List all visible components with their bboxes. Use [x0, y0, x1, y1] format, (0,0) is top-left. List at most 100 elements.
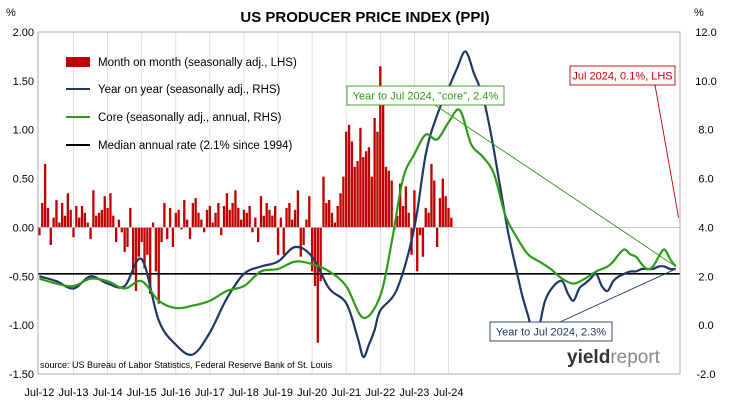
mom-bar [401, 205, 405, 228]
mom-bar [274, 205, 277, 228]
mom-bar [123, 227, 126, 252]
mom-bar [60, 203, 64, 228]
mom-bar [376, 131, 379, 228]
annotation-text: Jul 2024, 0.1%, LHS [572, 71, 672, 83]
mom-bar [322, 176, 325, 228]
annotation-box [489, 321, 613, 342]
right-tick-label: 10.0 [695, 76, 716, 88]
right-axis-ticks: 12.0 10.0 8.0 6.0 4.0 2.0 0.0 -2.0 [695, 27, 716, 381]
mom-bar [310, 227, 314, 272]
left-tick-label: 1.00 [13, 125, 34, 137]
mom-bar [43, 163, 47, 228]
mom-bar [188, 227, 192, 240]
mom-bar [416, 227, 419, 272]
mom-bar [163, 203, 166, 228]
mom-bar [265, 203, 268, 228]
mom-bar [97, 212, 101, 228]
x-tick-label: Jul-13 [59, 387, 89, 399]
mom-bar [384, 166, 388, 228]
mom-bar [441, 178, 444, 228]
mom-bar [336, 205, 339, 228]
right-tick-label: -2.0 [697, 369, 716, 381]
mom-bar [58, 222, 61, 228]
x-tick-label: Jul-14 [93, 387, 123, 399]
mom-bar [214, 212, 217, 228]
mom-bar [92, 190, 95, 228]
mom-bar [168, 207, 172, 228]
mom-bar [268, 209, 271, 228]
right-axis-unit: % [694, 7, 704, 19]
mom-bar [143, 227, 146, 269]
yieldreport-logo: yieldreport [567, 347, 661, 368]
mom-bar [126, 227, 129, 247]
mom-bar [418, 227, 422, 236]
mom-bar [120, 227, 123, 233]
mom-bar [205, 209, 209, 228]
mom-bar [157, 227, 160, 304]
left-tick-label: 2.00 [13, 27, 34, 39]
mom-bar [291, 219, 294, 228]
core-series-line [39, 108, 677, 319]
mom-bar [38, 227, 41, 236]
mom-bar [359, 127, 362, 228]
mom-bar [271, 215, 274, 228]
x-tick-label: Jul-20 [297, 387, 327, 399]
mom-bar [430, 163, 433, 228]
mom-bar [52, 217, 55, 228]
mom-bar [149, 227, 152, 294]
mom-bar [225, 193, 229, 228]
x-tick-label: Jul-19 [263, 387, 293, 399]
mom-bar [63, 215, 67, 228]
mom-bar [373, 117, 376, 228]
mom-bar [112, 215, 115, 228]
mom-bar [413, 190, 416, 228]
mom-bar [174, 212, 177, 228]
mom-bar [299, 227, 302, 257]
mom-bar [285, 207, 288, 228]
mom-bar [231, 203, 234, 228]
left-tick-label: 1.50 [13, 76, 34, 88]
mom-bar [379, 66, 382, 228]
mom-bar [75, 205, 78, 228]
mom-bar [100, 209, 104, 228]
mom-bar [131, 227, 135, 275]
annotation-box [569, 65, 676, 86]
mom-bar [137, 227, 141, 257]
x-tick-label: Jul-17 [195, 387, 225, 399]
mom-bar [217, 203, 220, 228]
left-tick-label: -0.50 [9, 271, 34, 283]
mom-bar [305, 219, 308, 228]
mom-bar [288, 203, 291, 228]
legend: Month on month (seasonally adj., LHS) Yea… [66, 57, 297, 152]
mom-bar [251, 227, 254, 233]
mom-bar [41, 203, 44, 228]
mom-bar [339, 193, 342, 228]
mom-bar [435, 227, 439, 247]
mom-bar [342, 176, 345, 228]
annotation-leader [434, 104, 676, 267]
mom-bar [228, 209, 231, 228]
right-tick-label: 8.0 [698, 125, 713, 137]
mom-bar [146, 227, 149, 255]
x-tick-label: Jul-16 [161, 387, 191, 399]
mom-bar [438, 198, 442, 228]
mom-bar [316, 227, 319, 343]
legend-label: Core (seasonally adj., annual, RHS) [98, 112, 282, 124]
mom-bar [160, 227, 163, 243]
mom-bar [49, 227, 52, 246]
mom-bar [421, 227, 425, 257]
logo-part-1: yield [567, 347, 610, 368]
legend-label: Year on year (seasonally adj., RHS) [98, 84, 281, 96]
mom-bar [353, 166, 356, 228]
x-tick-label: Jul-15 [127, 387, 157, 399]
mom-bar [282, 227, 285, 255]
mom-bar [171, 227, 175, 247]
mom-bar [55, 200, 58, 228]
mom-bar [279, 217, 283, 228]
mom-bar [433, 180, 436, 228]
mom-bar [347, 124, 351, 228]
mom-bar [80, 205, 84, 228]
mom-bar [387, 170, 390, 228]
mom-bar [330, 212, 334, 228]
mom-bar [154, 227, 158, 272]
